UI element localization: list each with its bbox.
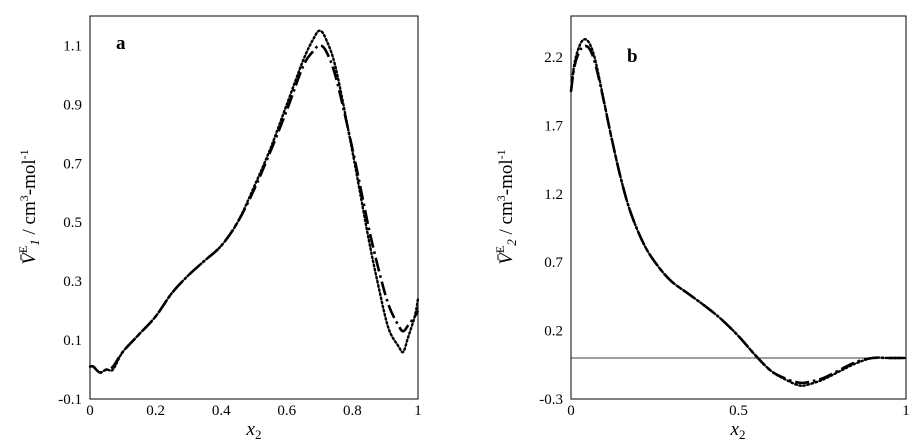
y-tick-label: 0.1 bbox=[63, 333, 82, 349]
x-tick-label: 1 bbox=[902, 403, 910, 419]
panel-b-y-axis-label: V̄E2 / cm3-mol-1 bbox=[493, 149, 519, 264]
panel-a-x-axis-label: x2 bbox=[246, 419, 262, 442]
panel-b-y-tick-labels: -0.3 0.2 0.7 1.2 1.7 2.2 bbox=[539, 50, 563, 408]
y-tick-label: 1.7 bbox=[544, 118, 563, 134]
panel-b-frame bbox=[570, 15, 907, 400]
svg-text:V̄E2 / cm3-mol-1: V̄E2 / cm3-mol-1 bbox=[493, 149, 519, 264]
x-tick-label: 0.4 bbox=[212, 403, 231, 419]
y-tick-label: 0.3 bbox=[63, 274, 82, 290]
y-tick-label: 0.7 bbox=[63, 156, 82, 172]
x-tick-label: 1 bbox=[414, 403, 422, 419]
panel-a-x-tick-labels: 0 0.2 0.4 0.6 0.8 1 bbox=[86, 403, 422, 419]
x-tick-label: 0.8 bbox=[343, 403, 362, 419]
y-tick-label: -0.3 bbox=[539, 392, 563, 408]
y-tick-label: 0.7 bbox=[544, 255, 563, 271]
panel-b-series bbox=[569, 38, 908, 388]
x-tick-label: 0.2 bbox=[146, 403, 165, 419]
panel-b-label: b bbox=[627, 46, 638, 67]
panel-a-y-tick-labels: -0.1 0.1 0.3 0.5 0.7 0.9 1.1 bbox=[58, 38, 82, 408]
series-line-long-dash-dot bbox=[89, 44, 420, 374]
y-tick-label: 1.1 bbox=[63, 38, 82, 54]
panel-a-y-axis-label: V̄E1 / cm3-mol-1 bbox=[16, 149, 42, 264]
panel-b-x-axis-label: x2 bbox=[730, 419, 746, 442]
y-tick-label: 0.9 bbox=[63, 97, 82, 113]
panel-a-frame bbox=[89, 15, 419, 400]
series-line-long-dash-dot bbox=[569, 44, 906, 385]
y-tick-label: 0.5 bbox=[63, 215, 82, 231]
series-line-dotted bbox=[569, 38, 908, 388]
svg-text:V̄E1 / cm3-mol-1: V̄E1 / cm3-mol-1 bbox=[16, 149, 42, 264]
x-tick-label: 0 bbox=[86, 403, 94, 419]
series-line-dotted bbox=[88, 29, 420, 374]
y-tick-label: -0.1 bbox=[58, 392, 82, 408]
panel-a: a 0 0.2 0.4 0.6 0.8 1 -0.10.10.30.50.70.91.1 … bbox=[16, 15, 422, 442]
x-tick-label: 0.5 bbox=[729, 403, 748, 419]
y-tick-label: 1.2 bbox=[544, 187, 563, 203]
x-tick-label: 0 bbox=[567, 403, 575, 419]
panel-a-series bbox=[88, 29, 420, 374]
panel-b: b 0 0.5 1 -0.30.20.71.21.72.2 x2 V̄E2 / cm… bbox=[493, 15, 910, 442]
y-tick-label: 2.2 bbox=[544, 50, 563, 66]
x-tick-label: 0.6 bbox=[277, 403, 296, 419]
panel-b-x-tick-labels: 0 0.5 1 bbox=[567, 403, 910, 419]
panel-a-label: a bbox=[116, 33, 126, 54]
y-tick-label: 0.2 bbox=[544, 324, 563, 340]
